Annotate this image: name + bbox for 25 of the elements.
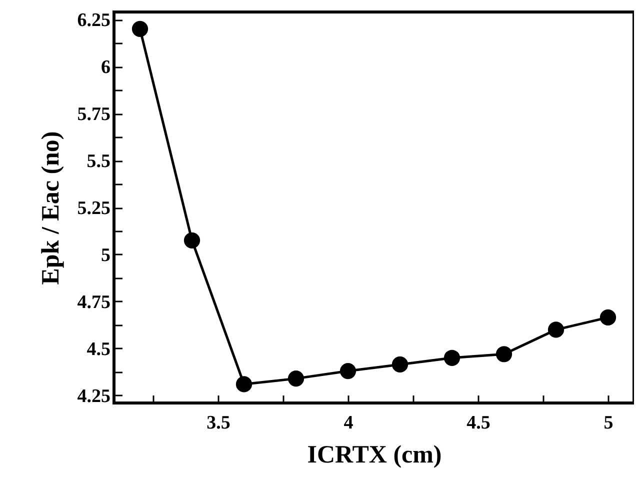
- point: [392, 356, 408, 373]
- x-tick-label: 4: [344, 412, 354, 434]
- x-tick-label: 5: [604, 412, 614, 434]
- point: [548, 322, 564, 338]
- point: [184, 232, 200, 248]
- y-tick-label: 5: [101, 244, 110, 266]
- y-tick-label: 5.5: [86, 151, 110, 172]
- y-tick-label: 4.75: [77, 292, 110, 313]
- y-tick-label: 6.25: [77, 10, 110, 32]
- point: [600, 309, 616, 326]
- x-axis-title: ICRTX (cm): [307, 442, 442, 468]
- y-tick-label: 5.25: [77, 198, 110, 219]
- y-tick-label: 4.25: [77, 386, 110, 407]
- y-tick-label: 6: [101, 57, 110, 78]
- x-tick-label: 4.5: [466, 412, 490, 434]
- y-tick-label: 5.75: [77, 104, 110, 126]
- y-tick-label: 4.5: [86, 338, 110, 360]
- x-tick-label: 3.5: [206, 412, 230, 434]
- point: [288, 370, 304, 387]
- point: [444, 350, 460, 366]
- point: [236, 376, 252, 392]
- point: [340, 362, 356, 380]
- y-axis-title: Epk / Eac (no): [37, 131, 64, 285]
- point: [132, 20, 148, 37]
- point: [496, 346, 512, 362]
